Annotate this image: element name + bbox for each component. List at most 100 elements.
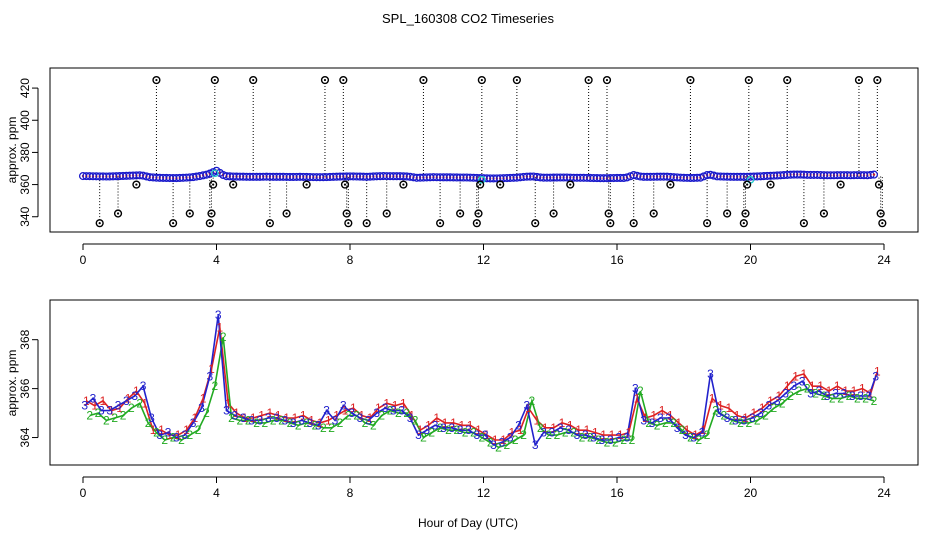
series-3-marker: 3	[148, 411, 155, 425]
series-1-marker: 1	[692, 428, 699, 442]
outlier-point-center	[479, 183, 482, 186]
series-2-marker: 2	[537, 421, 544, 435]
series-1-marker: 1	[659, 404, 666, 418]
series-3-marker: 3	[807, 387, 814, 401]
series-3-marker: 3	[499, 435, 506, 449]
outlier-point	[666, 180, 675, 189]
series-2-marker: 2	[153, 426, 160, 440]
series-3-marker: 3	[98, 404, 105, 418]
series-3-marker: 3	[348, 406, 355, 420]
series-1-marker: 1	[450, 416, 457, 430]
series-2-marker: 2	[612, 435, 619, 449]
outlier-point-center	[459, 212, 462, 215]
outlier-point-center	[98, 222, 101, 225]
series-2-marker: 2	[679, 423, 686, 437]
series-1-marker: 1	[542, 421, 549, 435]
outlier-point	[878, 219, 887, 228]
bottom-x-tick-label: 12	[477, 486, 491, 500]
series-3-marker: 3	[323, 404, 330, 418]
series-2-marker: 2	[287, 416, 294, 430]
series-3-marker: 3	[215, 308, 222, 322]
series-1-marker: 1	[592, 426, 599, 440]
series-2-marker: 2	[512, 433, 519, 447]
outlier-point-center	[822, 212, 826, 215]
series-2-marker: 2	[654, 418, 661, 432]
series-3-marker: 3	[198, 401, 205, 415]
top-y-tick-label: 360	[18, 174, 32, 194]
outlier-point-center	[769, 183, 772, 186]
series-2-marker: 2	[278, 413, 285, 427]
series-3-marker: 3	[165, 426, 172, 440]
series-1-marker: 1	[300, 409, 307, 423]
outlier-point	[606, 219, 615, 228]
series-1-marker: 1	[342, 404, 349, 418]
series-2-marker: 2	[203, 406, 210, 420]
bottom-x-tick-label: 8	[347, 486, 354, 500]
series-3-marker: 3	[81, 399, 88, 413]
series-2-marker: 2	[720, 409, 727, 423]
bottom-y-tick-label: 364	[18, 427, 32, 447]
series-1-marker: 1	[625, 426, 632, 440]
series-1-marker: 1	[125, 391, 132, 405]
series-2-marker: 2	[779, 396, 786, 410]
series-3-marker: 3	[257, 413, 264, 427]
series-2-marker: 2	[478, 431, 485, 445]
series-2-marker: 2	[837, 391, 844, 405]
series-3-marker: 3	[640, 413, 647, 427]
outlier-point	[169, 219, 178, 228]
series-1-marker: 1	[509, 426, 516, 440]
series-1-marker: 1	[375, 401, 382, 415]
series-3-marker: 3	[265, 411, 272, 425]
series-1-marker: 1	[158, 423, 165, 437]
series-1-marker: 1	[700, 423, 707, 437]
outlier-point-center	[802, 222, 806, 225]
series-1-marker: 1	[525, 401, 532, 415]
series-3-marker: 3	[757, 406, 764, 420]
series-2-marker: 2	[754, 413, 761, 427]
series-2-marker: 2	[670, 416, 677, 430]
outlier-point	[874, 180, 884, 189]
top-y-tick-label: 420	[18, 78, 32, 98]
top-panel: 0 4 8 12 16 20 24 340 360 380 400 420 approx. ppm	[5, 67, 919, 267]
series-3-marker: 3	[282, 413, 289, 427]
series-2-marker: 2	[103, 413, 110, 427]
series-1-marker: 1	[417, 423, 424, 437]
series-1-marker: 1	[742, 411, 749, 425]
series-2-marker: 2	[846, 389, 853, 403]
series-2-marker: 2	[804, 382, 811, 396]
series-3-marker: 3	[849, 389, 856, 403]
series-2-marker: 2	[245, 413, 252, 427]
series-1-marker: 1	[250, 411, 257, 425]
bottom-y-axis: 364 366 368	[18, 329, 39, 448]
outlier-point	[472, 219, 481, 228]
series-2-marker: 2	[595, 433, 602, 447]
series-2-marker: 2	[771, 401, 778, 415]
outlier-point	[185, 209, 194, 218]
series-3-marker: 3	[173, 431, 180, 445]
series-1-marker: 1	[826, 384, 833, 398]
outlier-point-center	[742, 222, 745, 225]
series-3-marker: 3	[365, 413, 372, 427]
series-3-marker: 3	[791, 379, 798, 393]
series-2-marker: 2	[662, 416, 669, 430]
outlier-point-center	[347, 222, 350, 225]
series-1-marker: 1	[242, 411, 249, 425]
outlier-point-center	[652, 212, 655, 215]
series-2-marker: 2	[745, 416, 752, 430]
outlier-point-center	[305, 183, 308, 186]
series-2-marker: 2	[570, 426, 577, 440]
outlier-point-center	[552, 212, 555, 215]
outlier-point-center	[515, 78, 518, 82]
outlier-point-center	[172, 222, 175, 225]
series-2-marker: 2	[462, 426, 469, 440]
series-2-marker: 2	[403, 406, 410, 420]
series-3-marker: 3	[123, 394, 130, 408]
series-1-marker: 1	[467, 418, 474, 432]
series-3-marker: 3	[315, 418, 322, 432]
series-2-marker: 2	[136, 396, 143, 410]
top-y-axis: 340 360 380 400 420	[18, 78, 39, 227]
series-3-marker: 3	[774, 394, 781, 408]
series-2-marker: 2	[120, 409, 127, 423]
outlier-point-center	[876, 78, 879, 82]
